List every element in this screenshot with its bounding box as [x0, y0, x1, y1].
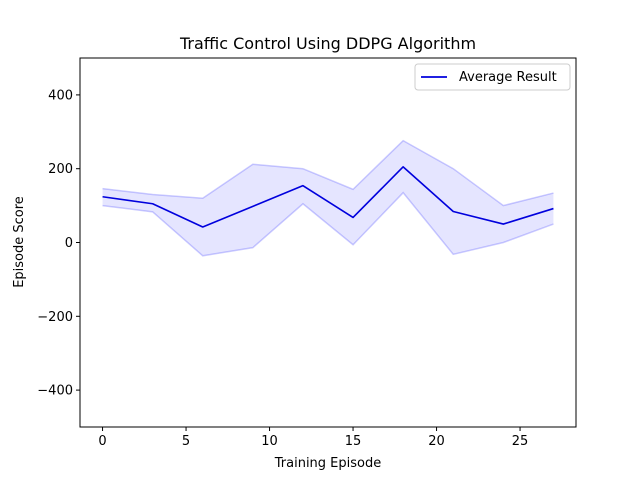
legend: Average Result: [414, 63, 571, 91]
x-tick-label: 10: [261, 434, 278, 449]
y-tick-label: 200: [48, 162, 73, 177]
x-tick-label: 5: [182, 434, 190, 449]
x-tick-label: 20: [428, 434, 445, 449]
y-axis-ticks: −400 −200 0 200 400: [37, 88, 80, 399]
y-axis-label: Episode Score: [12, 196, 27, 288]
legend-box: [414, 63, 571, 91]
y-tick-label: 400: [48, 88, 73, 103]
x-axis-ticks: 0 5 10 15 20 25: [98, 427, 528, 449]
y-tick-label: −200: [37, 310, 73, 325]
y-tick-label: −400: [37, 384, 73, 399]
band-lower-edge: [102, 191, 554, 257]
x-tick-label: 0: [98, 434, 106, 449]
x-tick-label: 15: [345, 434, 362, 449]
confidence-band-layer: [102, 139, 554, 257]
x-tick-label: 25: [512, 434, 529, 449]
x-axis-label: Training Episode: [274, 456, 381, 471]
legend-label-average-result: Average Result: [459, 70, 557, 85]
series-line-layer: [102, 166, 554, 228]
y-tick-label: 0: [65, 236, 73, 251]
series-line-average-result: [102, 166, 554, 228]
chart-title: Traffic Control Using DDPG Algorithm: [179, 34, 476, 53]
band-upper-edge: [102, 139, 554, 207]
confidence-band: [102, 140, 554, 256]
